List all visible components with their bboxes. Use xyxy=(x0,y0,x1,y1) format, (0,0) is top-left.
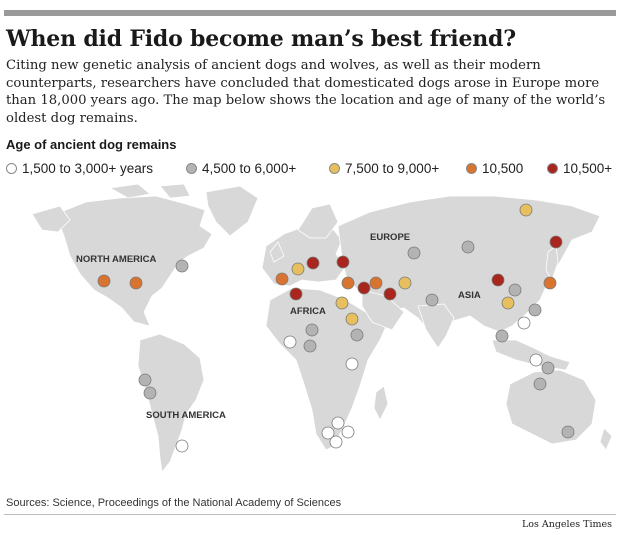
site-marker-orange xyxy=(97,274,111,288)
site-marker-yellow xyxy=(519,203,533,217)
intro-text: Citing new genetic analysis of ancient d… xyxy=(6,58,606,126)
source-note: Sources: Science, Proceedings of the Nat… xyxy=(6,497,342,509)
legend-item-orange: 10,500 xyxy=(466,158,523,178)
legend-swatch-white xyxy=(6,162,17,174)
landmass-madagascar xyxy=(373,385,389,421)
site-marker-white xyxy=(175,439,189,453)
region-label-north-america: NORTH AMERICA xyxy=(76,254,157,265)
site-marker-red xyxy=(549,235,563,249)
region-label-africa: AFRICA xyxy=(290,306,326,317)
site-marker-red xyxy=(306,256,320,270)
top-rule xyxy=(4,10,616,16)
region-label-europe: EUROPE xyxy=(370,232,410,243)
site-marker-yellow xyxy=(335,296,349,310)
legend-label-gray: 4,500 to 6,000+ xyxy=(202,160,297,176)
landmass-australia xyxy=(505,369,597,445)
site-marker-gray xyxy=(350,328,364,342)
land-masses xyxy=(31,183,613,473)
site-marker-gray xyxy=(541,361,555,375)
site-marker-white xyxy=(329,435,343,449)
legend-label-orange: 10,500 xyxy=(482,160,524,176)
site-marker-gray xyxy=(533,377,547,391)
site-marker-orange xyxy=(543,276,557,290)
landmass-south-america xyxy=(137,333,205,473)
page-title: When did Fido become man’s best friend? xyxy=(6,26,516,52)
site-marker-gray xyxy=(528,303,542,317)
site-marker-white xyxy=(517,316,531,330)
site-marker-red xyxy=(491,273,505,287)
legend-label-red: 10,500+ xyxy=(563,160,613,176)
landmass-africa xyxy=(265,287,389,451)
legend-title: Age of ancient dog remains xyxy=(6,137,177,152)
site-marker-white xyxy=(345,357,359,371)
site-marker-gray xyxy=(305,323,319,337)
site-marker-yellow xyxy=(345,312,359,326)
legend-label-yellow: 7,500 to 9,000+ xyxy=(345,160,440,176)
site-marker-gray xyxy=(175,259,189,273)
site-marker-red xyxy=(289,287,303,301)
landmass-north-america xyxy=(55,195,213,327)
site-marker-white xyxy=(331,416,345,430)
landmass-india xyxy=(417,303,455,349)
site-marker-orange xyxy=(275,272,289,286)
site-marker-white xyxy=(529,353,543,367)
site-marker-orange xyxy=(129,276,143,290)
legend: 1,500 to 3,000+ years 4,500 to 6,000+ 7,… xyxy=(4,158,618,178)
legend-swatch-orange xyxy=(466,162,477,174)
site-marker-gray xyxy=(138,373,152,387)
site-marker-gray xyxy=(508,283,522,297)
site-marker-red xyxy=(383,287,397,301)
site-marker-gray xyxy=(425,293,439,307)
publisher-credit: Los Angeles Times xyxy=(521,519,612,530)
site-marker-yellow xyxy=(501,296,515,310)
site-marker-gray xyxy=(561,425,575,439)
landmass-europe xyxy=(261,223,347,287)
site-marker-red xyxy=(336,255,350,269)
site-marker-orange xyxy=(369,276,383,290)
landmass-indonesia xyxy=(491,339,571,371)
site-marker-orange xyxy=(341,276,355,290)
legend-item-yellow: 7,500 to 9,000+ xyxy=(329,158,439,178)
site-marker-gray xyxy=(461,240,475,254)
site-marker-white xyxy=(283,335,297,349)
landmass-uk xyxy=(269,241,285,263)
site-marker-white xyxy=(321,426,335,440)
site-marker-gray xyxy=(143,386,157,400)
site-marker-yellow xyxy=(291,262,305,276)
bottom-rule xyxy=(4,514,616,515)
site-markers xyxy=(97,203,575,453)
landmass-canada-islands xyxy=(108,183,191,199)
legend-swatch-red xyxy=(547,162,558,174)
legend-swatch-yellow xyxy=(329,162,340,174)
site-marker-gray xyxy=(407,246,421,260)
landmass-greenland xyxy=(205,185,259,237)
site-marker-white xyxy=(341,425,355,439)
legend-item-white: 1,500 to 3,000+ years xyxy=(6,158,153,178)
legend-item-gray: 4,500 to 6,000+ xyxy=(186,158,296,178)
legend-swatch-gray xyxy=(186,162,197,174)
landmass-new-zealand xyxy=(599,427,613,451)
region-label-south-america: SOUTH AMERICA xyxy=(146,410,226,421)
site-marker-red xyxy=(357,281,371,295)
site-marker-gray xyxy=(495,329,509,343)
region-label-asia: ASIA xyxy=(458,290,481,301)
landmass-alaska xyxy=(31,205,71,233)
site-marker-gray xyxy=(303,339,317,353)
landmass-scandinavia xyxy=(297,203,339,239)
legend-label-white: 1,500 to 3,000+ years xyxy=(22,160,153,176)
legend-item-red: 10,500+ xyxy=(547,158,612,178)
site-marker-yellow xyxy=(398,276,412,290)
world-map: NORTH AMERICA SOUTH AMERICA EUROPE AFRIC… xyxy=(31,183,613,473)
